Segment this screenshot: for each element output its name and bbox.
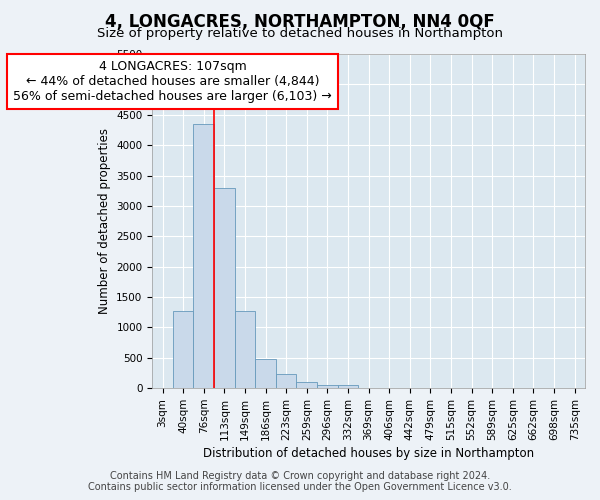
Bar — [235, 311, 255, 388]
Bar — [276, 374, 296, 388]
Bar — [173, 311, 193, 388]
Text: Contains HM Land Registry data © Crown copyright and database right 2024.
Contai: Contains HM Land Registry data © Crown c… — [88, 471, 512, 492]
Text: 4 LONGACRES: 107sqm
← 44% of detached houses are smaller (4,844)
56% of semi-det: 4 LONGACRES: 107sqm ← 44% of detached ho… — [13, 60, 332, 103]
Bar — [255, 359, 276, 388]
X-axis label: Distribution of detached houses by size in Northampton: Distribution of detached houses by size … — [203, 447, 534, 460]
Bar — [317, 384, 338, 388]
Text: Size of property relative to detached houses in Northampton: Size of property relative to detached ho… — [97, 28, 503, 40]
Y-axis label: Number of detached properties: Number of detached properties — [98, 128, 111, 314]
Bar — [193, 124, 214, 388]
Bar — [338, 384, 358, 388]
Text: 4, LONGACRES, NORTHAMPTON, NN4 0QF: 4, LONGACRES, NORTHAMPTON, NN4 0QF — [105, 12, 495, 30]
Bar — [296, 382, 317, 388]
Bar — [214, 188, 235, 388]
